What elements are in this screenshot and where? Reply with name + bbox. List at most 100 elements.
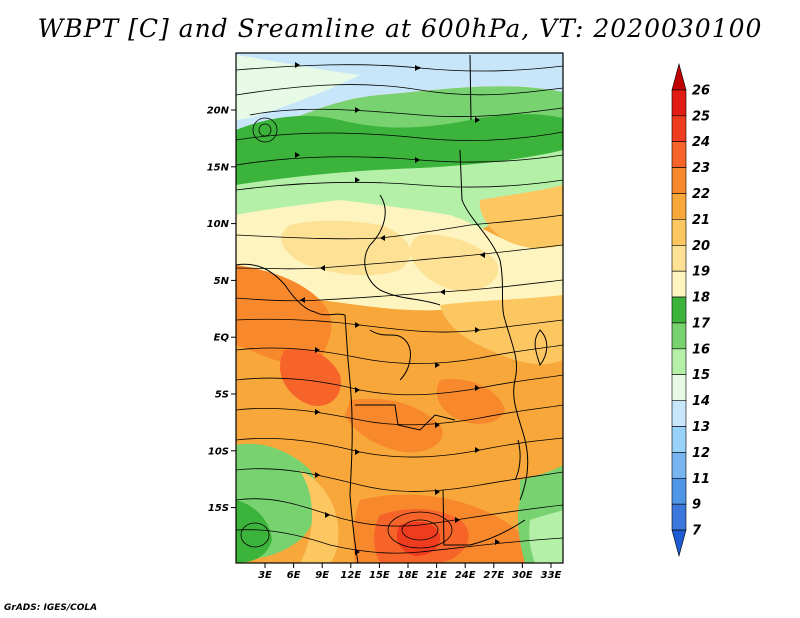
colorbar-segment <box>671 89 687 117</box>
colorbar-segment <box>671 270 687 298</box>
colorbar-label: 19 <box>692 265 710 280</box>
lon-tick-label: 30E <box>512 570 533 581</box>
streamline-vortex-north-outer <box>252 117 278 143</box>
stream-arrow <box>380 235 385 241</box>
stream-arrow <box>440 289 445 295</box>
stream-arrow <box>295 152 300 158</box>
lon-tick-label: 18E <box>398 570 419 581</box>
colorbar-label: 7 <box>692 524 702 539</box>
stream-arrow <box>475 385 480 391</box>
country-borders <box>236 54 548 563</box>
colorbar-segment <box>671 426 687 453</box>
stream-arrow <box>455 517 460 523</box>
streamline-17 <box>236 529 563 554</box>
field-region-orange-mid-east <box>436 379 505 424</box>
lat-tick-label: 5N <box>214 276 230 287</box>
colorbar-label: 25 <box>692 109 710 124</box>
streamline-vortex-south <box>401 519 439 541</box>
footer-credit: GrADS: IGES/COLA <box>4 603 98 613</box>
field-region-orange-light-east <box>440 295 563 365</box>
colorbar-segment <box>671 244 687 272</box>
lake-victoria <box>534 329 548 367</box>
colorbar-label: 21 <box>692 213 710 228</box>
stream-arrow <box>475 447 480 453</box>
map-frame <box>235 52 564 564</box>
lon-tick-label: 9E <box>315 570 329 581</box>
colorbar-label: 11 <box>692 472 710 487</box>
colorbar-label: 22 <box>692 187 710 202</box>
field-region-green-light <box>236 150 563 235</box>
border-sudan <box>459 149 506 321</box>
stream-arrow <box>355 387 360 393</box>
lat-tick-label: 10S <box>208 446 229 457</box>
lat-tick-label: 5S <box>215 390 229 401</box>
streamline-9 <box>236 279 563 302</box>
stream-arrow <box>415 157 420 163</box>
stream-arrow <box>355 107 360 113</box>
border-north-meridian <box>469 54 472 121</box>
colorbar-segment <box>671 374 687 401</box>
streamline-15 <box>236 468 563 492</box>
colorbar-segment <box>671 529 687 558</box>
colorbar-segment <box>671 503 687 531</box>
border-south-zambia <box>442 489 526 546</box>
colorbar-segment <box>671 141 687 168</box>
streamline-10 <box>236 318 563 333</box>
field-region-yellow-east <box>410 234 499 292</box>
map-title: WBPT [C] and Sreamline at 600hPa, VT: 20… <box>37 14 763 43</box>
lon-tick-label: 3E <box>258 570 272 581</box>
colorbar-segment <box>671 400 687 427</box>
colorbar-label: 17 <box>692 316 711 331</box>
stream-arrow <box>475 117 480 123</box>
colorbar-segment <box>671 193 687 220</box>
stream-arrow <box>355 549 360 555</box>
lon-tick-label: 33E <box>541 570 562 581</box>
stream-arrow <box>435 489 440 495</box>
streamline-vortex-north <box>258 123 272 137</box>
streamline-8 <box>236 244 563 270</box>
streamline-12 <box>236 374 563 396</box>
coastline-west <box>236 263 346 316</box>
streamline-vortex-sw <box>240 522 270 548</box>
streamline-3 <box>249 107 563 117</box>
field-region-orange-dark-west <box>280 348 341 406</box>
streamline-2 <box>236 84 563 96</box>
colorbar-segment <box>671 167 687 194</box>
colorbar-label: 12 <box>692 446 710 461</box>
colorbar-segment <box>671 478 687 505</box>
stream-arrow <box>325 512 330 518</box>
streamline-vortex-south-outer <box>387 511 453 549</box>
lat-tick-label: EQ <box>214 333 230 344</box>
stream-arrow <box>355 322 360 328</box>
longitude-axis: 3E 6E 9E 12E 15E 18E 21E 24E 27E 30E 33E <box>258 563 562 581</box>
lon-tick-label: 12E <box>340 570 361 581</box>
lon-tick-label: 27E <box>483 570 504 581</box>
colorbar-segment <box>671 296 687 324</box>
lon-tick-label: 6E <box>287 570 301 581</box>
colorbar-label: 20 <box>692 239 710 254</box>
colorbar-label: 14 <box>692 394 710 409</box>
colorbar-segment <box>671 452 687 479</box>
colorbar-label: 15 <box>692 368 710 383</box>
stream-arrow <box>300 297 305 303</box>
field-region-green-dark-sw <box>236 500 272 563</box>
lat-tick-label: 15N <box>207 162 230 173</box>
lon-tick-label: 15E <box>369 570 390 581</box>
stream-arrow <box>435 362 440 368</box>
colorbar-label: 16 <box>692 342 710 357</box>
field-region-orange-light-sw <box>300 470 339 563</box>
border-central-north <box>364 194 441 306</box>
lon-tick-label: 24E <box>455 570 476 581</box>
streamline-13 <box>236 404 563 426</box>
field-region-orange-mid-central <box>345 398 443 453</box>
colorbar-label: 13 <box>692 420 710 435</box>
wbpt-shaded-field <box>236 53 563 563</box>
stream-arrow <box>315 472 320 478</box>
colorbar: 26 25 24 23 22 21 20 19 18 17 16 15 14 13 12 11 9 7 <box>671 62 711 558</box>
stream-arrow <box>320 265 325 271</box>
field-region-orange-light-ne <box>479 185 563 249</box>
streamline-11 <box>236 344 563 365</box>
stream-arrow <box>315 409 320 415</box>
stream-arrow <box>315 347 320 353</box>
